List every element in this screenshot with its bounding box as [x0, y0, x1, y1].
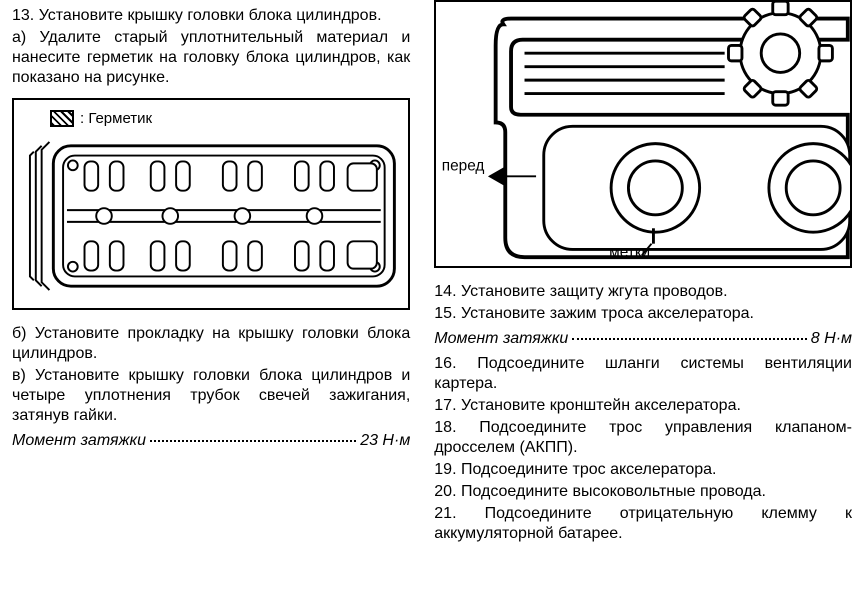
step-13v: в) Установите крышку головки блока цилин…	[12, 366, 410, 426]
step-21: 21. Подсоедините отрицательную клемму к …	[434, 504, 852, 544]
step-15: 15. Установите зажим троса акселератора.	[434, 304, 852, 324]
step-13b: б) Установите прокладку на крышку головк…	[12, 324, 410, 364]
step-14: 14. Установите защиту жгута проводов.	[434, 282, 852, 302]
dots-leader-r	[572, 326, 807, 340]
page: 13. Установите крышку головки блока цили…	[0, 0, 864, 606]
figure-sealant: : Герметик	[12, 98, 410, 310]
label-front-text: перед	[442, 158, 485, 175]
figure-timing-marks: перед метки	[434, 0, 852, 268]
step-18: 18. Подсоедините трос управления клапано…	[434, 418, 852, 458]
torque-value: 23 Н·м	[360, 432, 410, 450]
left-column: 13. Установите крышку головки блока цили…	[0, 0, 422, 606]
torque-label-r: Момент затяжки	[434, 330, 568, 348]
step-16: 16. Подсоедините шланги системы вентиляц…	[434, 354, 852, 394]
step-13: 13. Установите крышку головки блока цили…	[12, 6, 410, 26]
step-19: 19. Подсоедините трос акселератора.	[434, 460, 852, 480]
step-20: 20. Подсоедините высоковольтные провода.	[434, 482, 852, 502]
dots-leader	[150, 428, 356, 442]
torque-8: Момент затяжки 8 Н·м	[434, 330, 852, 348]
torque-label: Момент затяжки	[12, 432, 146, 450]
torque-23: Момент затяжки 23 Н·м	[12, 432, 410, 450]
torque-value-r: 8 Н·м	[811, 330, 852, 348]
sealant-legend: : Герметик	[50, 110, 152, 127]
step-17: 17. Установите кронштейн акселератора.	[434, 396, 852, 416]
legend-text: : Герметик	[80, 110, 152, 127]
label-marks-text: метки	[609, 244, 650, 261]
hatch-swatch	[50, 110, 74, 127]
engine-head-diagram	[28, 136, 398, 296]
right-column: перед метки 14. Установите защиту жгута …	[422, 0, 864, 606]
step-13a: а) Удалите старый уплотнительный материа…	[12, 28, 410, 88]
